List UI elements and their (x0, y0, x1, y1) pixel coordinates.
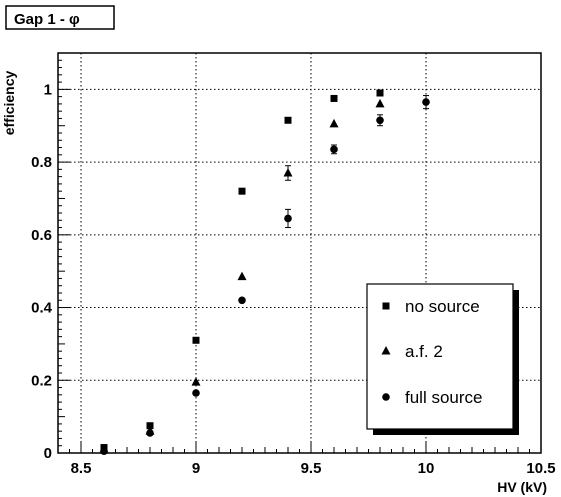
legend-box (366, 283, 514, 430)
data-point-circle (376, 116, 384, 125)
y-axis-label: efficiency (1, 70, 17, 135)
legend-label-no-source: no source (405, 297, 480, 316)
data-point-square (238, 187, 246, 195)
data-point-triangle (283, 168, 293, 177)
series-square (100, 89, 384, 452)
legend-marker-square (382, 302, 390, 310)
legend-label-af2: a.f. 2 (405, 342, 443, 361)
legend-marker-circle (382, 393, 390, 401)
data-point-circle (100, 447, 108, 455)
data-point-triangle (375, 98, 385, 108)
axis-ticks (57, 52, 542, 454)
data-point-triangle (191, 377, 201, 386)
data-point-square (192, 336, 200, 344)
y-tick-label: 1 (44, 81, 52, 98)
data-point-circle (192, 389, 200, 397)
data-point-square (376, 89, 384, 97)
data-point-square (284, 116, 292, 124)
series-triangle (99, 98, 385, 453)
data-point-triangle (237, 271, 247, 281)
y-tick-label: 0.4 (31, 300, 53, 317)
legend-marker-triangle (381, 346, 391, 355)
data-point-circle (238, 296, 246, 305)
legend-label-full-source: full source (405, 388, 482, 407)
data-point-square (146, 422, 154, 430)
x-tick-label: 8.5 (71, 460, 92, 477)
y-tick-label: 0.8 (31, 154, 52, 171)
grid (58, 53, 541, 453)
tick-labels: 8.5 9 9.5 10 10.5 0 0.2 0.4 0.6 0.8 1 (31, 81, 555, 477)
data-points (99, 89, 430, 455)
data-point-circle (422, 98, 430, 106)
data-point-square (330, 94, 338, 102)
x-tick-label: 10.5 (526, 460, 555, 477)
data-point-circle (146, 429, 154, 437)
x-tick-label: 9 (192, 460, 200, 477)
data-point-circle (284, 214, 292, 223)
data-point-circle (330, 145, 338, 154)
x-tick-label: 10 (418, 460, 435, 477)
x-tick-label: 9.5 (301, 460, 322, 477)
y-tick-label: 0 (44, 445, 52, 462)
y-tick-label: 0.2 (31, 372, 52, 389)
y-tick-label: 0.6 (31, 227, 52, 244)
series-circle (100, 95, 430, 455)
data-point-triangle (329, 118, 339, 128)
legend: no source a.f. 2 full source (366, 283, 519, 435)
chart-title: Gap 1 - φ (14, 11, 80, 28)
chart-title-box: Gap 1 - φ (5, 5, 115, 30)
x-axis-label: HV (kV) (497, 479, 547, 495)
